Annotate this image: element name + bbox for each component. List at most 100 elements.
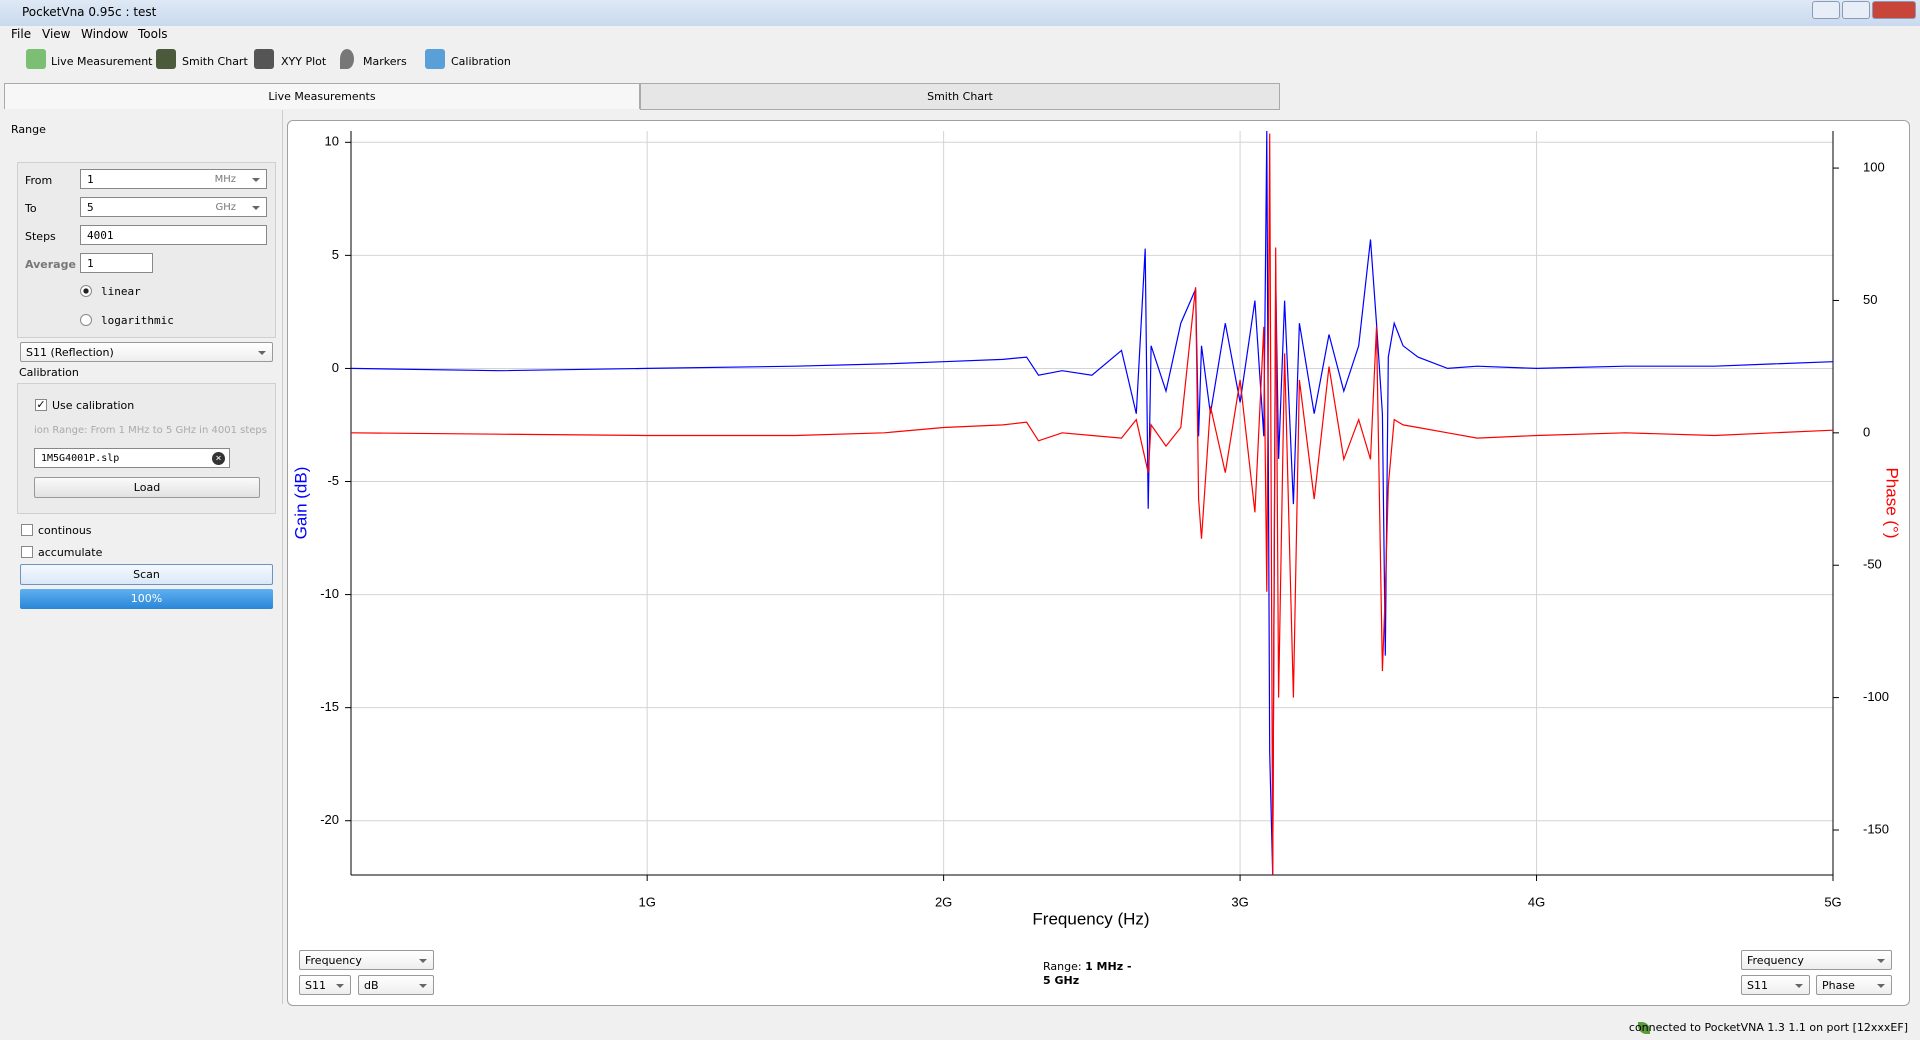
window-title: PocketVna 0.95c : test (22, 5, 157, 19)
toolbar-button[interactable]: Smith Chart (182, 55, 248, 68)
unit-combo[interactable]: dB (358, 975, 434, 995)
field-label: To (25, 202, 37, 215)
maximize-button[interactable] (1842, 1, 1870, 19)
x-tick-label: 3G (1231, 894, 1248, 909)
input-value: 1 (87, 257, 94, 270)
status-text: connected to PocketVNA 1.3 1.1 on port [… (1628, 1021, 1908, 1034)
toolbar-icon (340, 49, 354, 69)
combo-value: S11 (Reflection) (26, 346, 114, 359)
y-tick-label: -15 (320, 699, 339, 714)
minimize-button[interactable] (1812, 1, 1840, 19)
log-radio[interactable] (80, 314, 92, 326)
progress-label: 100% (130, 592, 163, 605)
y-tick-label: 5 (332, 247, 339, 262)
y-tick-label: -10 (320, 586, 339, 601)
toolbar-icon (26, 49, 46, 69)
combo-value: dB (364, 979, 379, 992)
range-value: 1 MHz - 5 GHz (1043, 960, 1132, 987)
scan-button[interactable]: Scan (20, 564, 273, 585)
title-bar: PocketVna 0.95c : test (0, 0, 1920, 26)
field-label: Average (25, 258, 76, 271)
combo-value: Frequency (1747, 954, 1804, 967)
y-tick-label: -5 (327, 473, 339, 488)
menu-item[interactable]: File (11, 27, 32, 41)
combo-value: S11 (305, 979, 326, 992)
checkbox-label: continous (38, 524, 92, 537)
x-axis-title: Frequency (Hz) (1032, 909, 1149, 928)
field-label: From (25, 174, 53, 187)
combo-value: S11 (1747, 979, 1768, 992)
use-calibration-checkbox[interactable]: ✓ (35, 398, 47, 411)
tab[interactable]: Live Measurements (4, 83, 640, 109)
y2-tick-label: 0 (1863, 424, 1870, 439)
toolbar-icon (425, 49, 445, 69)
y-axis-title: Gain (dB) (291, 467, 310, 540)
x-tick-label: 1G (638, 894, 655, 909)
tab[interactable]: Smith Chart (640, 83, 1280, 110)
menu-item[interactable]: Window (81, 27, 129, 41)
y-tick-label: 10 (325, 134, 339, 149)
unit-combo[interactable]: Phase (1816, 975, 1892, 995)
continous-checkbox[interactable] (21, 524, 33, 536)
from-input[interactable]: 1 MHz (80, 169, 267, 189)
input-value: 1 (87, 173, 94, 186)
x-tick-label: 5G (1824, 894, 1841, 909)
y2-tick-label: 100 (1863, 160, 1885, 175)
menu-bar: File View Window Tools (0, 26, 1920, 42)
range-group (17, 162, 276, 338)
x-combo[interactable]: Frequency (299, 950, 434, 970)
load-button[interactable]: Load (34, 477, 260, 498)
parameter-combo[interactable]: S11 (Reflection) (20, 342, 273, 362)
calibration-range: ion Range: From 1 MHz to 5 GHz in 4001 s… (34, 425, 267, 436)
menu-item[interactable]: View (42, 27, 71, 41)
param-combo[interactable]: S11 (299, 975, 351, 995)
x-tick-label: 2G (935, 894, 952, 909)
accumulate-checkbox[interactable] (21, 546, 33, 558)
status-icon (1638, 1022, 1650, 1034)
radio-label: linear (101, 285, 141, 298)
progress-bar: 100% (20, 589, 273, 609)
checkbox-label: Use calibration (52, 399, 135, 412)
toolbar-button[interactable]: Markers (363, 55, 407, 68)
toolbar-button[interactable]: Live Measurement (51, 55, 153, 68)
tab-label: Smith Chart (927, 90, 993, 103)
toolbar-icon (254, 49, 274, 69)
toolbar-button[interactable]: XYY Plot (281, 55, 327, 68)
toolbar-button[interactable]: Calibration (451, 55, 511, 68)
range-info: Range: 1 MHz - 5 GHz (1043, 960, 1133, 988)
y-tick-label: 0 (332, 360, 339, 375)
to-input[interactable]: 5 GHz (80, 197, 267, 217)
close-button[interactable] (1872, 1, 1916, 19)
field-label: Steps (25, 230, 56, 243)
combo-value: Frequency (305, 954, 362, 967)
input-value: 4001 (87, 229, 114, 242)
y2-tick-label: 50 (1863, 292, 1877, 307)
calibration-file[interactable]: 1M5G4001P.slp × (34, 448, 230, 468)
series-line (350, 133, 1834, 876)
param-combo[interactable]: S11 (1741, 975, 1810, 995)
y2-tick-label: -150 (1863, 821, 1889, 836)
steps-input[interactable]: 4001 (80, 225, 267, 245)
average-input[interactable]: 1 (80, 253, 153, 273)
toolbar-icon (156, 49, 176, 69)
y-tick-label: -20 (320, 812, 339, 827)
radio-label: logarithmic (101, 314, 174, 327)
series-line (350, 130, 1834, 876)
x-combo[interactable]: Frequency (1741, 950, 1892, 970)
range-label: Range: (1043, 960, 1082, 973)
y2-tick-label: -50 (1863, 557, 1882, 572)
section-label: Calibration (19, 366, 79, 379)
x-tick-label: 4G (1528, 894, 1545, 909)
linear-radio[interactable] (80, 285, 92, 297)
chart-panel (287, 120, 1910, 1006)
menu-item[interactable]: Tools (138, 27, 168, 41)
y2-tick-label: -100 (1863, 689, 1889, 704)
sidebar: Range From 1 MHz To 5 GHz Steps 4001 Avera… (0, 110, 283, 1004)
checkbox-label: accumulate (38, 546, 103, 559)
input-value: 1M5G4001P.slp (41, 453, 120, 464)
section-label: Range (11, 123, 46, 136)
tab-label: Live Measurements (268, 90, 376, 103)
button-label: Scan (133, 568, 160, 581)
